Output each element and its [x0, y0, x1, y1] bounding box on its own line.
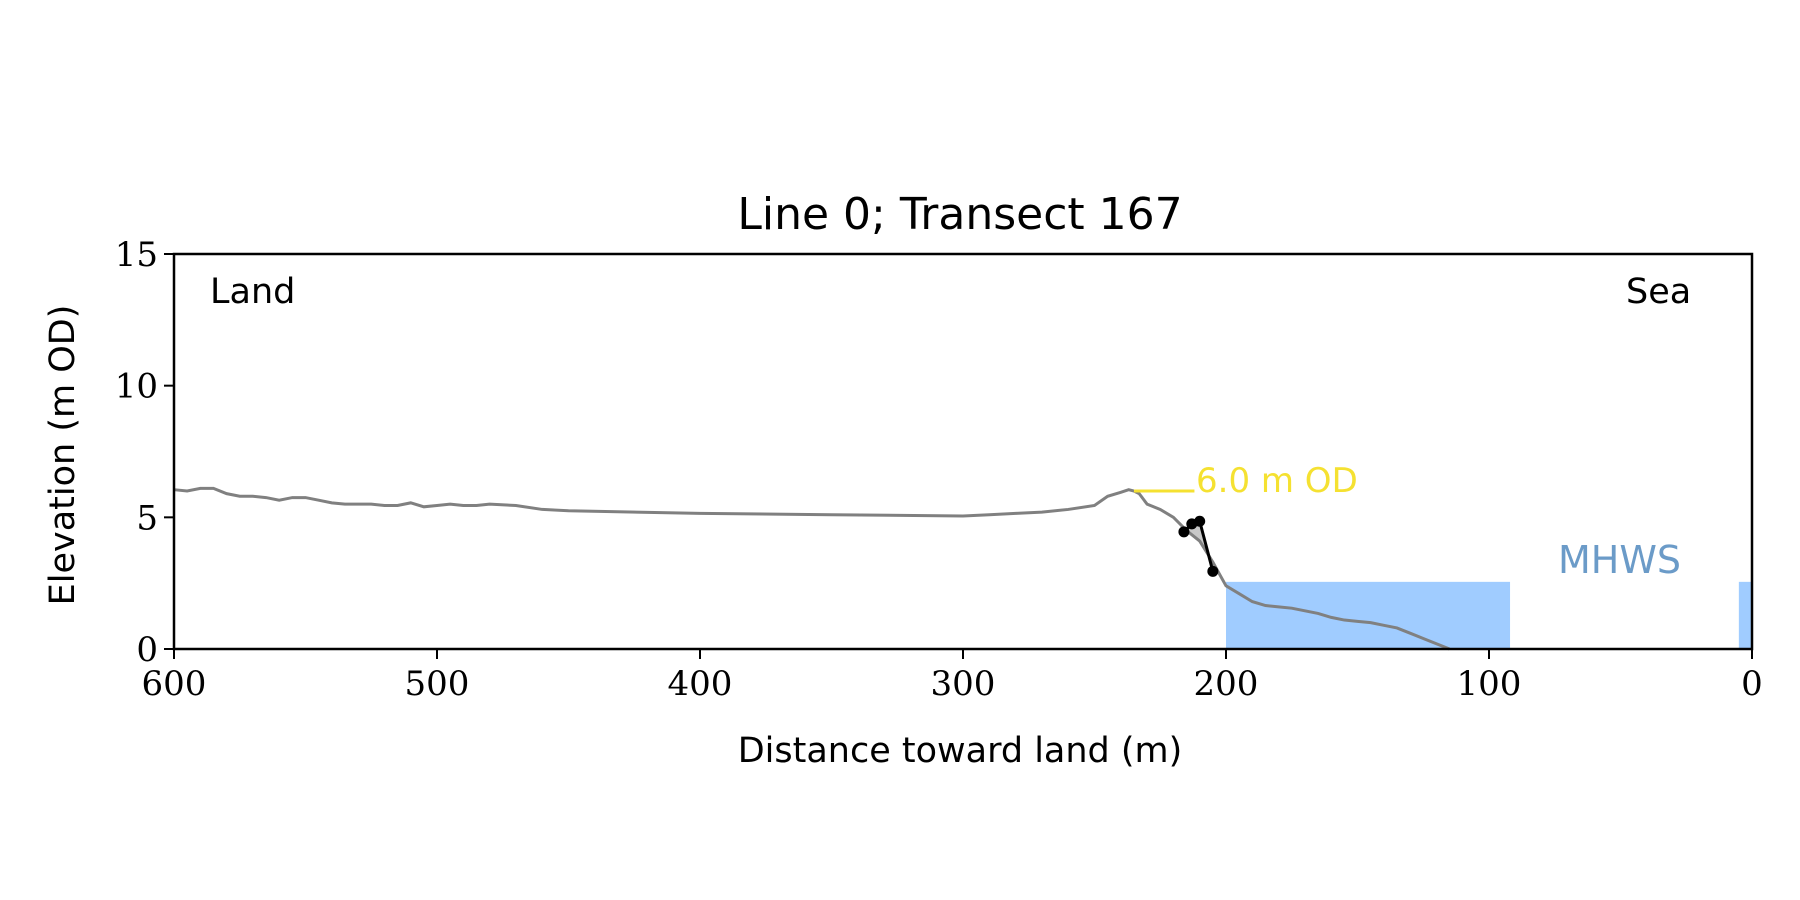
y-tick-label: 15 [115, 235, 158, 275]
mhws-label: MHWS [1558, 538, 1681, 582]
cliff-point [1207, 565, 1219, 577]
cliff-point [1178, 526, 1190, 538]
plot-area [173, 486, 1752, 651]
land-label: Land [210, 272, 295, 312]
x-axis-label: Distance toward land (m) [738, 731, 1183, 771]
mhws-region-1 [1226, 581, 1511, 649]
y-tick-label: 10 [115, 367, 158, 407]
x-tick-label: 600 [142, 664, 207, 704]
reference-line-label: 6.0 m OD [1196, 461, 1358, 501]
cliff-point [1194, 515, 1206, 527]
x-tick-label: 300 [931, 664, 996, 704]
sea-label: Sea [1626, 272, 1691, 312]
axes-box [172, 252, 1754, 651]
y-axis-label: Elevation (m OD) [43, 305, 83, 606]
tick-layer: 600 500 400 300 200 100 0 0 5 10 15 [115, 235, 1763, 704]
x-tick-label: 400 [668, 664, 733, 704]
mhws-region-2 [1738, 581, 1752, 649]
x-tick-label: 0 [1741, 664, 1763, 704]
chart-title: Line 0; Transect 167 [737, 189, 1182, 240]
x-tick-label: 500 [405, 664, 470, 704]
x-tick-label: 100 [1457, 664, 1522, 704]
y-tick-label: 0 [136, 630, 158, 670]
y-tick-label: 5 [136, 498, 158, 538]
x-tick-label: 200 [1194, 664, 1259, 704]
axis-frame [172, 252, 1754, 651]
profile-line [173, 486, 1451, 651]
